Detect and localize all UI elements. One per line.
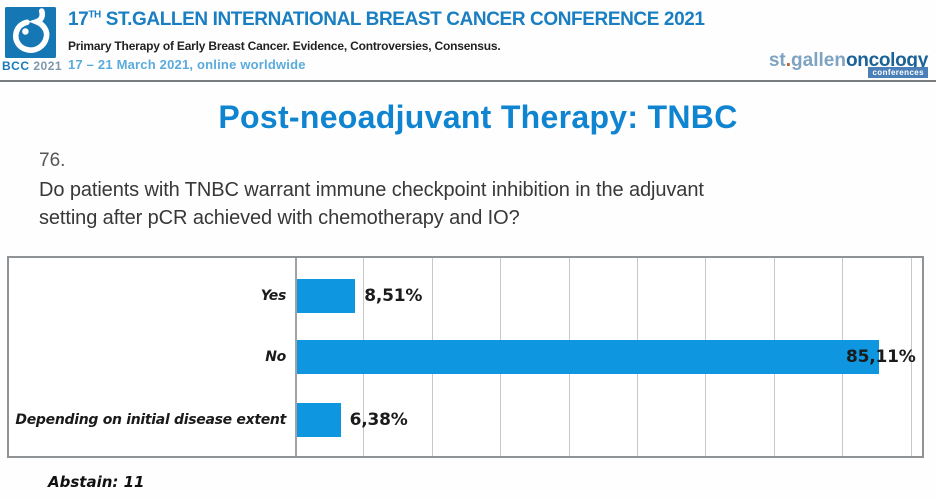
bar bbox=[297, 340, 880, 374]
bar-category-label: Yes bbox=[260, 288, 287, 304]
conference-dates: 17 – 21 March 2021, online worldwide bbox=[68, 57, 306, 72]
poll-results-chart: Yes 8,51% No 85,11% Depending on initial dis… bbox=[7, 256, 924, 458]
bar bbox=[297, 279, 356, 313]
question-line-1: Do patients with TNBC warrant immune che… bbox=[39, 179, 704, 201]
question-number: 76. bbox=[39, 150, 66, 171]
drop-icon bbox=[5, 7, 56, 58]
question-line-2: setting after pCR achieved with chemothe… bbox=[39, 207, 520, 229]
bar-category-label: Depending on initial disease extent bbox=[15, 412, 286, 428]
bcc-label: BCC bbox=[2, 59, 30, 73]
bar-category-label: No bbox=[265, 349, 286, 365]
bcc-logo bbox=[5, 7, 56, 58]
conferences-badge: conferences bbox=[868, 67, 928, 78]
conference-subtitle: Primary Therapy of Early Breast Cancer. … bbox=[68, 39, 501, 53]
bar-value-label: 85,11% bbox=[846, 347, 916, 367]
bcc-year: 2021 bbox=[33, 59, 63, 73]
bar-chart: Yes 8,51% No 85,11% Depending on initial dis… bbox=[9, 258, 922, 456]
logo-dot: . bbox=[785, 50, 792, 71]
conference-title: 17TH ST.GALLEN INTERNATIONAL BREAST CANC… bbox=[68, 9, 705, 30]
stgallen-oncology-logo: st.gallenoncology bbox=[768, 50, 928, 71]
abstain-count: Abstain: 11 bbox=[48, 473, 145, 491]
bcc-logo-caption: BCC 2021 bbox=[2, 59, 72, 73]
chart-gridline bbox=[910, 258, 912, 456]
bar bbox=[297, 403, 341, 437]
slide-title: Post-neoadjuvant Therapy: TNBC bbox=[218, 99, 738, 135]
bar-value-label: 8,51% bbox=[364, 286, 423, 306]
bar-value-label: 6,38% bbox=[349, 410, 408, 430]
question-text: Do patients with TNBC warrant immune che… bbox=[39, 176, 704, 232]
header-divider bbox=[0, 80, 936, 82]
chart-axis-line bbox=[295, 258, 297, 456]
